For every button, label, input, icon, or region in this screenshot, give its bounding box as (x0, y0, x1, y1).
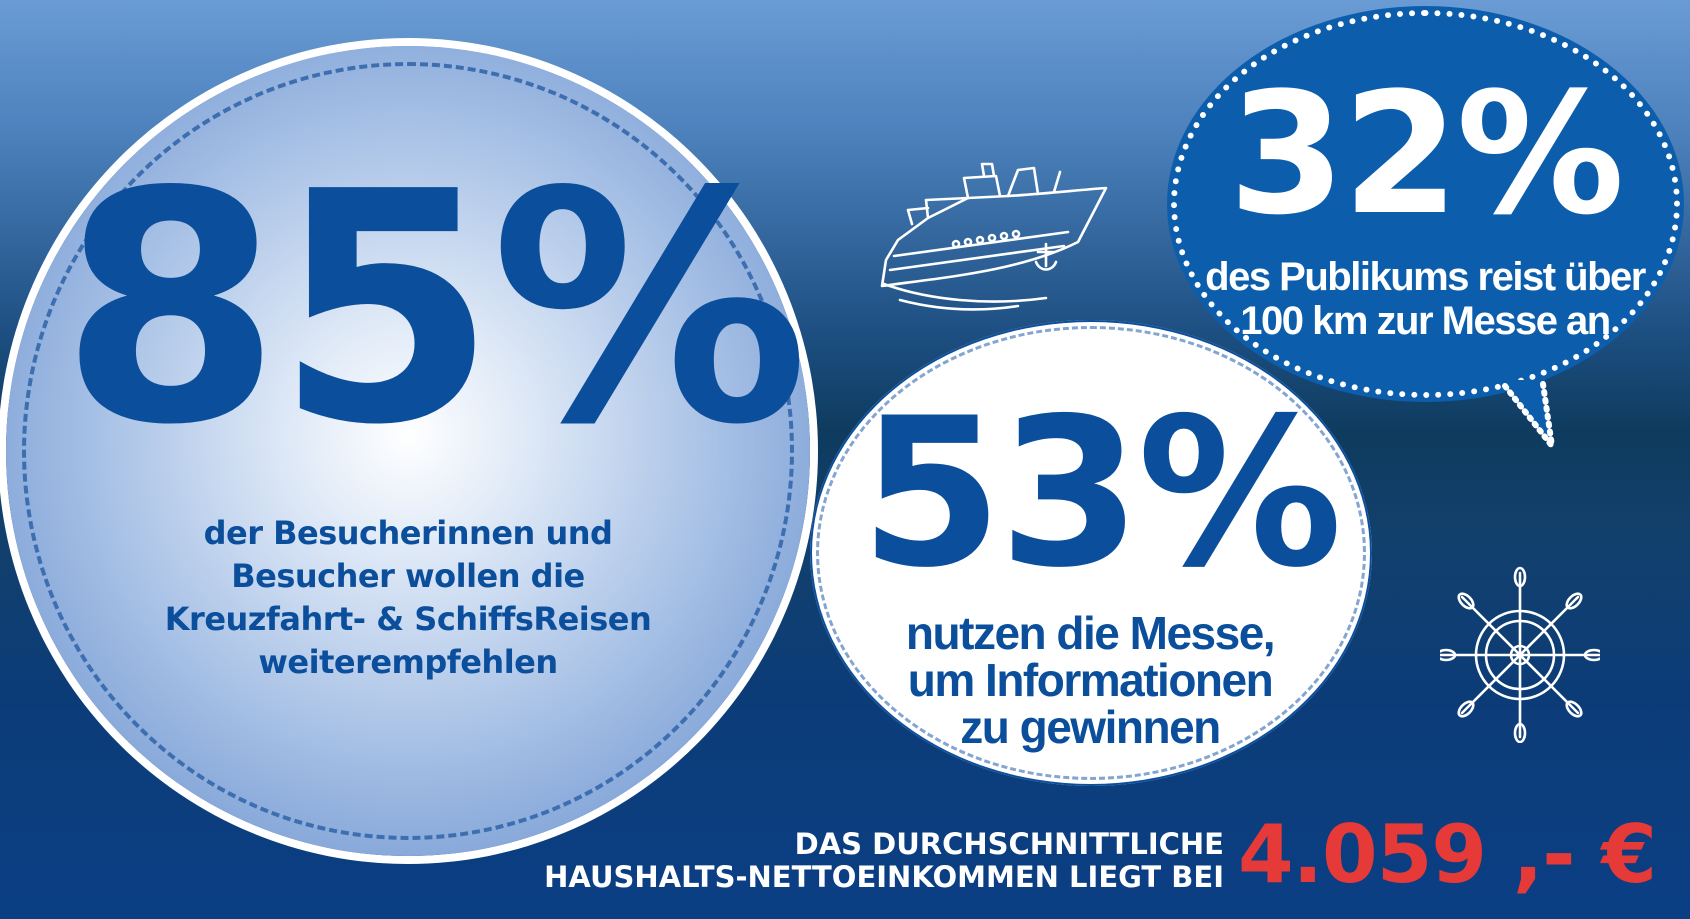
distance-percentage: 32% (1228, 56, 1624, 252)
ship-wheel-icon (1440, 566, 1600, 743)
recommend-line: weiterempfehlen (258, 643, 558, 681)
recommend-description: der Besucherinnen und Besucher wollen di… (120, 512, 696, 684)
distance-description: des Publikums reist über 100 km zur Mess… (1195, 255, 1655, 343)
income-label: DAS DURCHSCHNITTLICHE HAUSHALTS-NETTOEIN… (470, 828, 1224, 894)
recommend-percentage: 85% (60, 124, 809, 494)
recommend-bubble (6, 46, 810, 856)
income-label-line: DAS DURCHSCHNITTLICHE (794, 827, 1224, 861)
income-label-line: HAUSHALTS-NETTOEINKOMMEN LIEGT BEI (544, 860, 1224, 894)
recommend-line: Kreuzfahrt- & SchiffsReisen (164, 600, 652, 638)
distance-speech-bubble (1167, 6, 1684, 402)
recommend-line: der Besucherinnen und (203, 514, 613, 552)
income-value: 4.059 ,- € (1238, 808, 1657, 901)
information-line: um Informationen (907, 654, 1274, 706)
recommend-line: Besucher wollen die (231, 557, 585, 595)
distance-line: des Publikums reist über (1205, 255, 1646, 299)
distance-line: 100 km zur Messe an (1240, 299, 1611, 343)
information-percentage: 53% (860, 375, 1343, 613)
information-bubble (810, 320, 1372, 786)
speech-bubble-tail (1497, 380, 1555, 449)
information-line: zu gewinnen (960, 701, 1221, 753)
cruise-ship-icon (880, 162, 1108, 311)
information-description: nutzen die Messe, um Informationen zu ge… (880, 610, 1300, 751)
information-line: nutzen die Messe, (905, 607, 1276, 659)
